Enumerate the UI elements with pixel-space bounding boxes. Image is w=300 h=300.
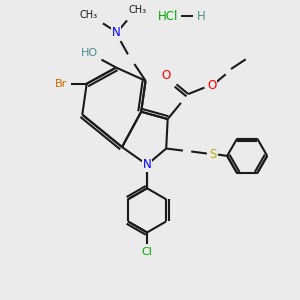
Text: Br: Br [55,79,67,89]
Text: O: O [207,79,217,92]
Text: HCl: HCl [158,10,178,22]
Text: CH₃: CH₃ [79,10,97,20]
Text: O: O [162,69,171,82]
Text: N: N [112,26,121,39]
Text: Cl: Cl [142,247,152,256]
Text: HO: HO [80,48,98,58]
Text: N: N [143,158,152,171]
Text: CH₃: CH₃ [129,5,147,15]
Text: S: S [210,148,217,161]
Text: H: H [197,10,206,22]
